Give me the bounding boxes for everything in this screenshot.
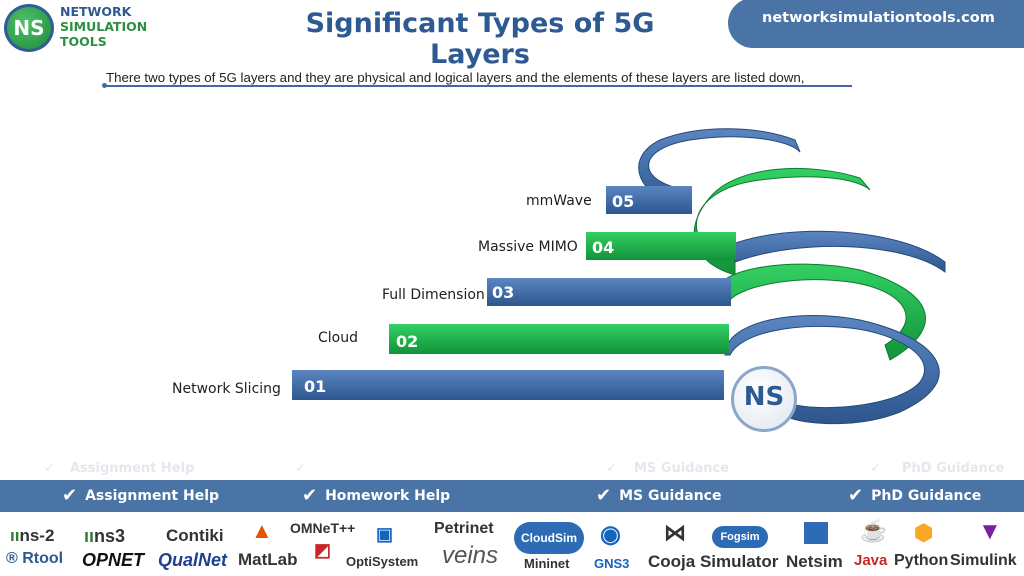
ghost-assignment: Assignment Help <box>70 461 195 476</box>
bar-02 <box>389 324 729 354</box>
bar-05 <box>606 186 692 214</box>
netsim-icon <box>804 522 828 544</box>
check-icon: ✔ <box>596 485 612 506</box>
tool-veins-logo: veins <box>442 542 499 569</box>
layer-05-number: 05 <box>612 192 635 211</box>
site-link[interactable]: networksimulationtools.com <box>728 0 1024 48</box>
intro-underline <box>104 85 852 87</box>
tool-ns2-logo: ııns-2 <box>10 526 55 545</box>
tool-qualnet-logo: QualNet <box>158 550 228 570</box>
ghost-check-icon: ✓ <box>606 461 617 476</box>
check-icon: ✔ <box>302 485 318 506</box>
tool-netsim-logo: Netsim <box>786 552 843 571</box>
tool-mininet-logo: Mininet <box>524 556 570 571</box>
layer-05-label: mmWave <box>526 193 592 209</box>
arc-02 <box>716 263 926 361</box>
layer-01-number: 01 <box>304 377 327 396</box>
tool-gns3-logo: GNS3 <box>594 556 630 571</box>
ghost-check-icon: ✓ <box>295 461 306 476</box>
bar-03 <box>487 278 731 306</box>
arc-04 <box>693 167 871 276</box>
check-icon: ✔ <box>848 485 864 506</box>
nav-ms-label: MS Guidance <box>619 488 722 504</box>
arc-03 <box>729 230 946 273</box>
ghost-ms: MS Guidance <box>634 461 730 476</box>
tool-opnet-logo: OPNET <box>82 550 145 570</box>
tool-optisystem-logo: OptiSystem <box>346 554 419 569</box>
nav-homework-help[interactable]: ✔ Homework Help <box>302 485 450 507</box>
logo-line-3: TOOLS <box>60 34 107 49</box>
layer-02-number: 02 <box>396 332 419 351</box>
logo-line-1: NETWORK <box>60 4 132 19</box>
optisystem-icon: ▣ <box>376 524 394 544</box>
omnet-icon: ◩ <box>314 540 332 560</box>
python-icon: ⬢ <box>914 520 934 545</box>
layer-04-number: 04 <box>592 238 615 257</box>
ghost-phd: PhD Guidance <box>902 461 1005 476</box>
layer-04-label: Massive MIMO <box>478 239 578 255</box>
matlab-icon: ▲ <box>251 518 273 543</box>
tool-simulink-logo: Simulink <box>950 552 1017 569</box>
layer-01-label: Network Slicing <box>172 381 281 397</box>
simulink-icon: ▼ <box>978 518 1002 545</box>
tool-rtool-logo: ® Rtool <box>6 550 64 567</box>
tool-omnet-logo: OMNeT++ <box>290 520 356 536</box>
check-icon: ✔ <box>62 485 78 506</box>
logo-badge-text: NS <box>13 16 45 40</box>
ghost-nav-row: ✓ Assignment Help ✓ ✓ MS Guidance ✓ PhD … <box>0 459 1024 481</box>
bar-01 <box>292 370 724 400</box>
intro-text: There two types of 5G layers and they ar… <box>106 70 805 85</box>
tool-contiki-logo: Contiki <box>166 526 224 545</box>
bar-04 <box>586 232 736 260</box>
tool-petrinet-logo: Petrinet <box>434 520 494 537</box>
ghost-check-icon: ✓ <box>870 461 881 476</box>
nav-assignment-help[interactable]: ✔ Assignment Help <box>62 485 219 507</box>
nav-assignment-label: Assignment Help <box>85 488 220 504</box>
logo-text: NETWORK SIMULATION TOOLS <box>60 4 147 49</box>
nav-ms-guidance[interactable]: ✔ MS Guidance <box>596 485 721 507</box>
center-logo-text: NS <box>743 382 785 412</box>
intro-bullet <box>102 83 107 88</box>
layer-03-number: 03 <box>492 283 515 302</box>
site-link-text: networksimulationtools.com <box>762 10 995 26</box>
layer-03-label: Full Dimension <box>382 287 485 303</box>
ghost-check-icon: ✓ <box>44 461 55 476</box>
tool-logos-strip: ııns-2 ııns3 Contiki ® Rtool OPNET QualN… <box>0 512 1024 576</box>
tool-ns3-logo: ııns3 <box>84 526 126 546</box>
nav-homework-label: Homework Help <box>325 488 451 504</box>
logo-badge: NS <box>4 4 54 52</box>
nav-phd-label: PhD Guidance <box>871 488 982 504</box>
page-title: Significant Types of 5G Layers <box>305 8 655 70</box>
bottom-nav: ✔ Assignment Help ✔ Homework Help ✔ MS G… <box>0 480 1024 512</box>
java-icon: ☕ <box>860 518 888 543</box>
gns3-icon: ◉ <box>600 521 621 548</box>
tool-python-logo: Python <box>894 552 949 569</box>
tool-fogsim-logo: Fogsim <box>712 526 768 548</box>
tool-cooja-logo: Cooja Simulator <box>648 552 779 571</box>
network-icon: ⋈ <box>664 520 686 545</box>
nav-phd-guidance[interactable]: ✔ PhD Guidance <box>848 485 981 507</box>
logo: NS NETWORK SIMULATION TOOLS <box>4 2 164 54</box>
logo-line-2: SIMULATION <box>60 19 148 34</box>
tool-matlab-logo: MatLab <box>238 550 298 569</box>
layer-02-label: Cloud <box>318 330 358 346</box>
center-logo-badge: NS <box>731 366 797 432</box>
tool-java-logo: Java <box>854 552 888 569</box>
tool-cloudsim-logo: CloudSim <box>514 522 584 554</box>
